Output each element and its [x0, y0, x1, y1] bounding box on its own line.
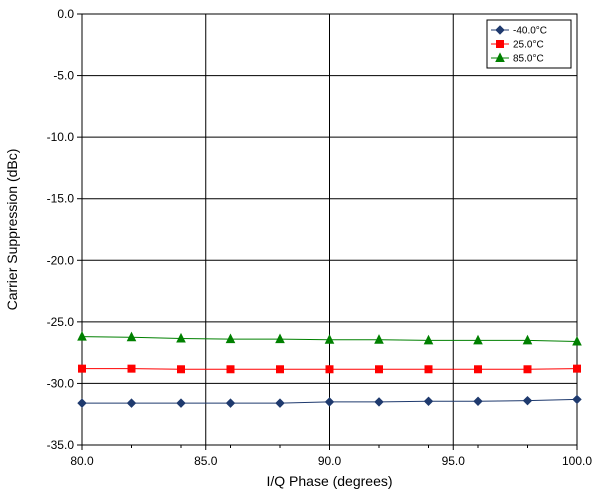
series-layer	[77, 331, 582, 408]
y-tick-label: -25.0	[47, 315, 75, 329]
data-point	[225, 398, 236, 408]
data-point	[522, 395, 533, 406]
legend-label: 25.0°C	[513, 40, 544, 51]
data-point	[572, 394, 582, 405]
data-point	[474, 365, 482, 374]
legend-item: 85.0°C	[491, 52, 544, 65]
data-point	[126, 398, 137, 408]
y-axis: 0.0 -5.0 -10.0 -15.0 -20.0 -25.0 -30.0 -35.0	[47, 7, 82, 452]
x-axis: 80.0 85.0 90.0 95.0 100.0	[70, 445, 592, 468]
legend-item: 25.0°C	[491, 40, 544, 51]
data-point	[374, 334, 384, 344]
series-1	[77, 394, 582, 408]
data-point	[473, 334, 483, 345]
data-point	[126, 331, 137, 342]
data-point	[374, 397, 384, 407]
legend: -40.0°C 25.0°C 85.0°C	[486, 19, 572, 69]
data-point	[523, 365, 532, 374]
y-tick-label: -5.0	[53, 69, 74, 83]
y-tick-label: -20.0	[47, 253, 75, 267]
legend-label: 85.0°C	[513, 54, 544, 65]
y-tick-label: -30.0	[47, 376, 75, 390]
data-point	[127, 364, 136, 373]
data-point	[225, 333, 236, 344]
x-tick-label: 80.0	[70, 454, 94, 468]
series-3	[77, 331, 582, 346]
data-point	[77, 331, 87, 341]
data-point	[77, 398, 87, 408]
x-tick-label: 100.0	[562, 454, 592, 468]
data-point	[226, 365, 235, 374]
data-point	[324, 397, 335, 407]
legend-marker	[495, 52, 505, 62]
x-tick-label: 95.0	[442, 454, 466, 468]
series-2	[78, 364, 581, 374]
x-tick-label: 90.0	[318, 454, 342, 468]
data-point	[572, 335, 582, 346]
y-tick-label: 0.0	[57, 7, 74, 21]
data-point	[473, 396, 483, 406]
data-point	[276, 365, 284, 374]
data-point	[424, 365, 433, 374]
x-tick-label: 85.0	[194, 454, 218, 468]
legend-item: -40.0°C	[491, 25, 547, 37]
grid	[82, 14, 577, 445]
data-point	[275, 398, 285, 408]
data-point	[275, 333, 285, 344]
legend-marker	[496, 40, 504, 48]
data-point	[325, 365, 334, 374]
data-point	[423, 396, 434, 406]
data-point	[423, 334, 434, 345]
y-axis-label: Carrier Suppression (dBc)	[4, 149, 20, 311]
y-tick-label: -15.0	[47, 192, 75, 206]
data-point	[573, 364, 581, 373]
data-point	[522, 334, 533, 345]
y-tick-label: -10.0	[47, 130, 75, 144]
x-axis-label: I/Q Phase (degrees)	[266, 473, 392, 489]
data-point	[375, 365, 383, 374]
y-tick-label: -35.0	[47, 438, 75, 452]
legend-marker	[495, 25, 505, 35]
legend-label: -40.0°C	[513, 26, 547, 37]
data-point	[324, 334, 335, 344]
data-point	[177, 365, 185, 374]
data-point	[176, 398, 186, 408]
data-point	[78, 364, 86, 373]
data-point	[176, 332, 186, 343]
